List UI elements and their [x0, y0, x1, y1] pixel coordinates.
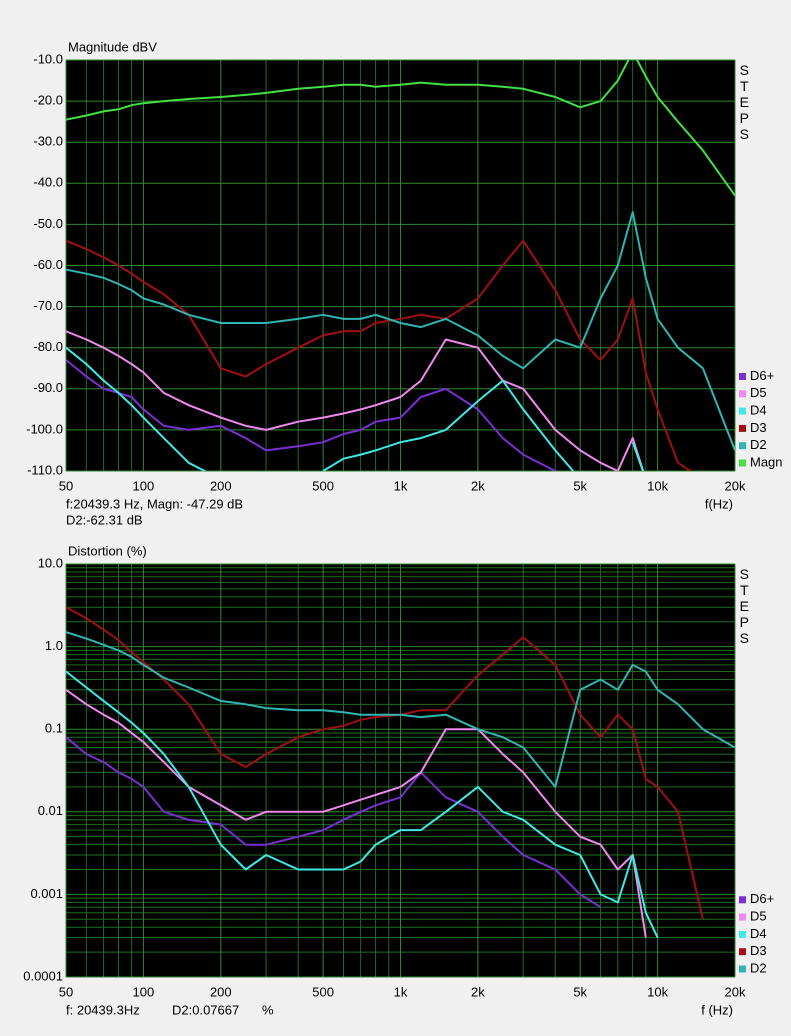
x-tick-label: 10k [647, 478, 668, 493]
x-tick-label: 1k [394, 478, 408, 493]
x-tick-label: 500 [312, 478, 334, 493]
x-tick-label: 20k [725, 984, 746, 999]
x-tick-label: 100 [133, 984, 155, 999]
legend-label: D5 [750, 909, 767, 924]
legend-label: D3 [750, 943, 767, 958]
x-tick-label: 50 [59, 984, 73, 999]
cursor-readout: D2:-62.31 dB [66, 512, 143, 527]
y-tick-label: 1.0 [45, 638, 63, 653]
legend-swatch [739, 424, 746, 432]
y-tick-label: 0.001 [30, 886, 63, 901]
y-tick-label: 10.0 [38, 555, 63, 570]
series-group [66, 606, 735, 939]
x-tick-label: 500 [312, 984, 334, 999]
legend-label: D4 [750, 403, 767, 418]
series-line [66, 688, 647, 938]
series-line [66, 631, 735, 788]
x-tick-label: 2k [471, 478, 485, 493]
series-line [66, 359, 559, 471]
legend-label: Magn [750, 454, 783, 469]
series-line [66, 346, 207, 471]
y-tick-label: -70.0 [33, 298, 63, 313]
legend-swatch [739, 373, 746, 380]
legend-label: D4 [750, 926, 767, 941]
legend-swatch [739, 896, 746, 904]
x-tick-label: 100 [133, 478, 155, 493]
series-line [66, 606, 704, 920]
series-line [66, 211, 735, 451]
legend-swatch [739, 442, 746, 450]
y-tick-label: -20.0 [33, 93, 63, 108]
legend-label: D6+ [750, 891, 774, 906]
chart-title: Magnitude dBV [68, 39, 157, 54]
x-tick-label: 1k [394, 984, 408, 999]
cursor-readout: % [262, 1002, 274, 1017]
legend-label: D5 [750, 385, 767, 400]
legend-label: D6+ [750, 368, 774, 383]
y-tick-label: -60.0 [33, 257, 63, 272]
y-tick-label: -30.0 [33, 134, 63, 149]
legend-label: D3 [750, 420, 767, 435]
legend-swatch [739, 930, 746, 938]
y-tick-label: -10.0 [33, 51, 63, 66]
y-tick-label: -90.0 [33, 380, 63, 395]
series-line [631, 441, 644, 471]
cursor-readout: f:20439.3 Hz, Magn: -47.29 dB [66, 496, 243, 511]
series-line [66, 670, 659, 939]
x-axis-label: f (Hz) [701, 1002, 733, 1017]
legend-swatch [739, 407, 746, 415]
series-line [322, 379, 575, 471]
legend-swatch [739, 459, 746, 467]
y-tick-label: -80.0 [33, 339, 63, 354]
cursor-readout: D2:0.07667 [172, 1002, 239, 1017]
x-tick-label: 200 [210, 478, 232, 493]
x-tick-label: 2k [471, 984, 485, 999]
x-tick-label: 20k [725, 478, 746, 493]
y-tick-label: -110.0 [27, 462, 63, 477]
legend-swatch [739, 948, 746, 956]
legend-label: D2 [750, 437, 767, 452]
x-tick-label: 50 [59, 478, 73, 493]
chart-title: Distortion (%) [68, 543, 147, 558]
series-line [66, 736, 602, 909]
side-label: STEPS [736, 566, 752, 646]
x-tick-label: 5k [573, 984, 587, 999]
series-group [66, 60, 735, 471]
x-tick-label: 10k [647, 984, 668, 999]
y-tick-label: 0.01 [38, 803, 63, 818]
x-tick-label: 5k [573, 478, 587, 493]
x-tick-label: 200 [210, 984, 232, 999]
legend-swatch [739, 390, 746, 398]
series-line [66, 330, 645, 471]
side-label: STEPS [736, 62, 752, 142]
y-tick-label: -100.0 [26, 421, 63, 436]
y-tick-label: 0.0001 [23, 968, 63, 983]
series-line [66, 60, 735, 197]
cursor-readout: f: 20439.3Hz [66, 1002, 140, 1017]
legend-swatch [739, 965, 746, 973]
legend-label: D2 [750, 960, 767, 975]
y-tick-label: -40.0 [33, 175, 63, 190]
y-tick-label: 0.1 [45, 721, 63, 736]
series-line [66, 239, 693, 471]
legend-swatch [739, 913, 746, 921]
x-axis-label: f(Hz) [705, 496, 733, 511]
y-tick-label: -50.0 [33, 216, 63, 231]
